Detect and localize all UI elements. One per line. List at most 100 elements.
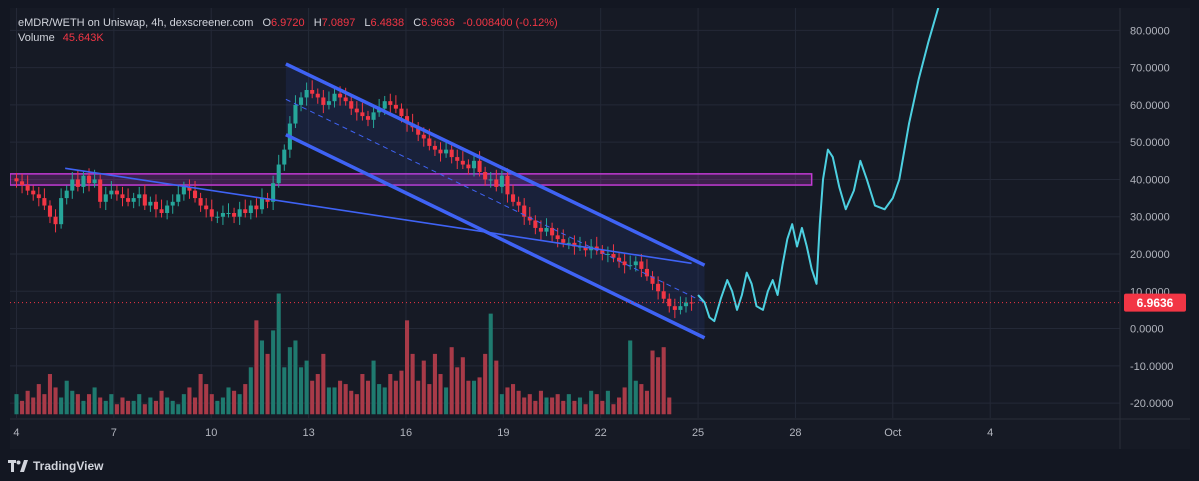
candle-body: [120, 194, 125, 199]
low-value: 6.4838: [370, 17, 405, 29]
last-price-tag: [1124, 293, 1186, 312]
tradingview-brand[interactable]: TradingView: [33, 459, 104, 473]
candle-body: [159, 209, 164, 213]
volume-bar: [232, 390, 237, 415]
volume-bar: [371, 360, 376, 415]
candle-body: [555, 235, 560, 240]
candle-body: [365, 116, 371, 120]
candle-body: [126, 198, 131, 202]
volume-bar: [667, 397, 672, 415]
price-chart[interactable]: 80.000070.000060.000050.000040.000030.00…: [10, 8, 1190, 449]
candle-body: [70, 179, 75, 191]
candle-body: [321, 97, 326, 105]
candle-body: [165, 205, 170, 213]
x-tick-label: 16: [400, 427, 412, 439]
x-tick-label: 4: [987, 427, 993, 439]
legend-volume-row: Volume 45.643K: [18, 31, 558, 46]
volume-bar: [53, 387, 58, 415]
candle-body: [81, 175, 86, 187]
candle-body: [455, 157, 460, 161]
candle-body: [181, 186, 186, 195]
x-tick-label: 25: [692, 427, 704, 439]
volume-bar: [109, 394, 114, 415]
volume-bar: [583, 404, 588, 415]
candle-body: [399, 108, 404, 117]
candle-body: [488, 179, 493, 181]
volume-bar: [75, 394, 80, 415]
candle-body: [600, 250, 605, 254]
volume-bar: [64, 380, 69, 415]
candle-body: [371, 112, 376, 120]
legend-ohlc-row: eMDR/WETH on Uniswap, 4h, dexscreener.co…: [18, 16, 558, 31]
chart-panel[interactable]: 80.0000 70.0000 60.0000 50.0000 40.0000 30.00…: [10, 8, 1190, 449]
candle-body: [259, 198, 265, 210]
volume-bar: [617, 397, 622, 415]
last-price-tag-label: 6.9636: [1137, 296, 1174, 310]
volume-bar: [460, 357, 465, 415]
volume-bar: [661, 347, 666, 415]
candle-body: [628, 265, 633, 267]
volume-bar: [455, 367, 460, 415]
volume-value: 45.643K: [62, 32, 104, 44]
volume-bar: [494, 360, 499, 415]
volume-bar: [444, 387, 449, 415]
projection-line: [697, 8, 940, 323]
candle-body: [198, 198, 203, 206]
channel-lower-line: [285, 133, 706, 340]
candle-body: [466, 164, 471, 169]
candle-body: [204, 205, 209, 210]
volume-bar: [555, 394, 560, 415]
volume-bar: [477, 377, 482, 415]
volume-bar: [215, 400, 220, 415]
candle-body: [98, 179, 103, 202]
candle-body: [639, 261, 644, 269]
candle-body: [131, 198, 136, 202]
candle-body: [617, 257, 622, 262]
volume-bar: [449, 347, 454, 415]
volume-bar: [287, 347, 292, 415]
candle-body: [114, 190, 119, 195]
candle-body: [226, 213, 231, 214]
candle-body: [14, 178, 19, 182]
candle-body: [293, 104, 298, 124]
candle-body: [349, 101, 354, 109]
volume-bar: [20, 400, 25, 415]
candle-body: [605, 254, 610, 255]
volume-bar: [259, 340, 265, 415]
candle-body: [59, 198, 64, 225]
candle-body: [611, 254, 616, 258]
x-tick-label: 10: [205, 427, 217, 439]
close-value: 6.9636: [421, 17, 455, 29]
candle-body: [656, 283, 661, 292]
candle-body: [36, 194, 41, 199]
candle-body: [103, 194, 108, 202]
volume-bar: [399, 370, 404, 415]
volume-bar: [611, 404, 616, 415]
candle-body: [460, 160, 465, 165]
candle-body: [137, 194, 142, 199]
candle-body: [75, 179, 80, 187]
candle-body: [343, 97, 348, 102]
candle-body: [31, 190, 36, 195]
candle-body: [42, 198, 47, 206]
candle-body: [505, 175, 510, 195]
candle-body: [483, 172, 488, 180]
candle-body: [583, 246, 588, 251]
volume-bar: [561, 400, 566, 415]
volume-bar: [148, 397, 153, 415]
volume-bar: [388, 374, 393, 415]
candle-body: [499, 175, 504, 187]
volume-bar: [165, 397, 170, 415]
candle-body: [382, 101, 387, 109]
volume-bar: [176, 404, 181, 415]
x-tick-label: 13: [302, 427, 314, 439]
footer: TradingView: [8, 458, 103, 474]
volume-bar: [276, 293, 281, 415]
x-tick-label: 22: [595, 427, 607, 439]
volume-bar: [656, 357, 661, 415]
volume-bar: [577, 397, 583, 415]
volume-bar: [650, 350, 655, 415]
tradingview-logo-icon[interactable]: [8, 460, 28, 472]
volume-bar: [131, 400, 136, 415]
candle-body: [220, 213, 225, 217]
